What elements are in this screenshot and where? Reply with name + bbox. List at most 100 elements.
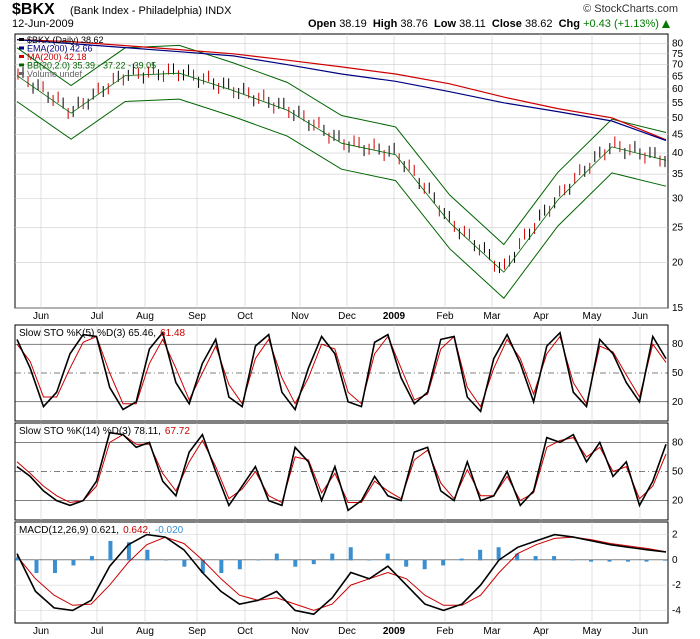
sto14-d-line: [16, 434, 667, 504]
ma200-line: [16, 39, 667, 141]
bb-lower-line: [16, 98, 667, 299]
macd-y-tick: -2: [672, 580, 681, 591]
legend-swatch: [19, 55, 24, 58]
open-value: 38.19: [339, 18, 367, 30]
macd-histogram-bar: [293, 559, 298, 567]
macd-histogram-bar: [163, 559, 168, 561]
low-label: Low: [434, 18, 457, 30]
legend-entry: BB(20,2.0) 35.39 - 37.22 - 39.05: [27, 61, 156, 71]
macd-x-tick: Oct: [237, 626, 253, 637]
macd-histogram-bar: [441, 559, 446, 566]
symbol: $BKX: [12, 1, 55, 18]
price-x-tick: Nov: [291, 311, 309, 322]
close-label: Close: [491, 18, 522, 30]
macd-histogram-bar: [89, 556, 94, 561]
legend-swatch: [19, 72, 24, 75]
sto14-panel: 20 50 80 Slow STO %K(14) %D(3) 78.11, 67.72: [14, 422, 684, 521]
quote-line: Open 38.19 High 38.76 Low 38.11 Close 38…: [308, 18, 670, 30]
sto14-k-line: [16, 431, 667, 512]
price-x-tick: Jul: [91, 311, 104, 322]
macd-x-tick: Jun: [33, 626, 49, 637]
price-x-tick: Oct: [237, 311, 253, 322]
macd-histogram-bar: [126, 542, 131, 561]
legend-entry: EMA(200) 42.66: [27, 44, 93, 54]
sto5-y-tick: 80: [672, 339, 684, 350]
macd-y-tick: 2: [672, 530, 678, 541]
macd-x-tick: Sep: [188, 626, 206, 637]
macd-histogram-bar: [589, 559, 594, 562]
macd-x-tick: May: [583, 626, 602, 637]
sto5-y-tick: 50: [672, 368, 684, 379]
macd-histogram-bar: [16, 557, 20, 561]
index-name: (Bank Index - Philadelphia) INDX: [70, 5, 232, 17]
macd-histogram-bar: [34, 559, 39, 573]
sto5-k-line: [16, 330, 667, 414]
macd-x-tick: Feb: [436, 626, 454, 637]
macd-histogram-bar: [626, 559, 631, 562]
date-label: 12-Jun-2009: [12, 18, 74, 30]
macd-y-tick: -4: [672, 605, 681, 616]
macd-x-tick: Jun: [632, 626, 648, 637]
macd-x-tick: Jul: [91, 626, 104, 637]
price-x-tick: Mar: [483, 311, 501, 322]
price-y-tick: 15: [672, 303, 684, 314]
price-y-tick: 30: [672, 194, 684, 205]
price-y-tick: 35: [672, 169, 684, 180]
macd-histogram-bar: [496, 547, 501, 561]
macd-histogram-bar: [644, 559, 649, 562]
price-y-tick: 20: [672, 258, 684, 269]
macd-x-tick: Mar: [483, 626, 501, 637]
macd-x-tick: Apr: [533, 626, 549, 637]
macd-histogram-bar: [478, 549, 483, 561]
high-label: High: [372, 18, 398, 30]
macd-y-tick: 0: [672, 555, 678, 566]
chg-label: Chg: [558, 18, 580, 30]
price-y-tick: 55: [672, 98, 684, 109]
legend-entry: $BKX (Daily) 38.62: [27, 35, 104, 45]
macd-x-tick: 2009: [383, 626, 406, 637]
macd-signal-line: [16, 536, 667, 611]
macd-histogram-bar: [552, 556, 557, 561]
sto14-y-tick: 20: [672, 496, 684, 507]
high-value: 38.76: [400, 18, 428, 30]
macd-histogram-bar: [145, 549, 150, 561]
macd-x-tick: Aug: [136, 626, 154, 637]
macd-histogram-bar: [219, 559, 224, 573]
chart-header: $BKX (Bank Index - Philadelphia) INDX © …: [0, 0, 700, 34]
price-y-tick: 65: [672, 71, 684, 82]
price-y-tick: 80: [672, 39, 684, 50]
macd-histogram-bar: [256, 559, 261, 561]
macd-histogram-bar: [533, 556, 538, 561]
macd-histogram-bar: [274, 553, 279, 561]
macd-title-hist: -0.020: [155, 525, 184, 536]
low-value: 38.11: [459, 18, 486, 30]
price-y-tick: 25: [672, 222, 684, 233]
macd-histogram-bar: [330, 553, 335, 561]
open-label: Open: [308, 18, 337, 30]
close-value: 38.62: [524, 18, 553, 30]
price-x-tick: Feb: [436, 311, 454, 322]
sto5-y-tick: 20: [672, 397, 684, 408]
price-y-tick: 75: [672, 49, 684, 60]
macd-histogram-bar: [311, 559, 316, 565]
sto14-y-tick: 50: [672, 467, 684, 478]
macd-histogram-bar: [200, 559, 205, 573]
brand-label: © StockCharts.com: [583, 3, 678, 15]
price-x-tick: Dec: [338, 311, 356, 322]
macd-histogram-bar: [404, 559, 409, 567]
macd-histogram-bar: [108, 540, 113, 561]
macd-histogram-bar: [71, 559, 76, 566]
price-x-tick: Jun: [632, 311, 648, 322]
macd-histogram-bar: [459, 558, 464, 561]
price-y-tick: 70: [672, 60, 684, 71]
price-y-tick: 40: [672, 148, 684, 159]
price-x-tick: May: [583, 311, 602, 322]
macd-histogram-bar: [515, 553, 520, 561]
legend-swatch: [19, 46, 24, 50]
legend-swatch: [19, 63, 24, 67]
price-x-tick: Sep: [188, 311, 206, 322]
macd-histogram-bar: [422, 559, 427, 570]
price-y-tick: 45: [672, 129, 684, 140]
up-triangle-icon: [661, 20, 670, 29]
